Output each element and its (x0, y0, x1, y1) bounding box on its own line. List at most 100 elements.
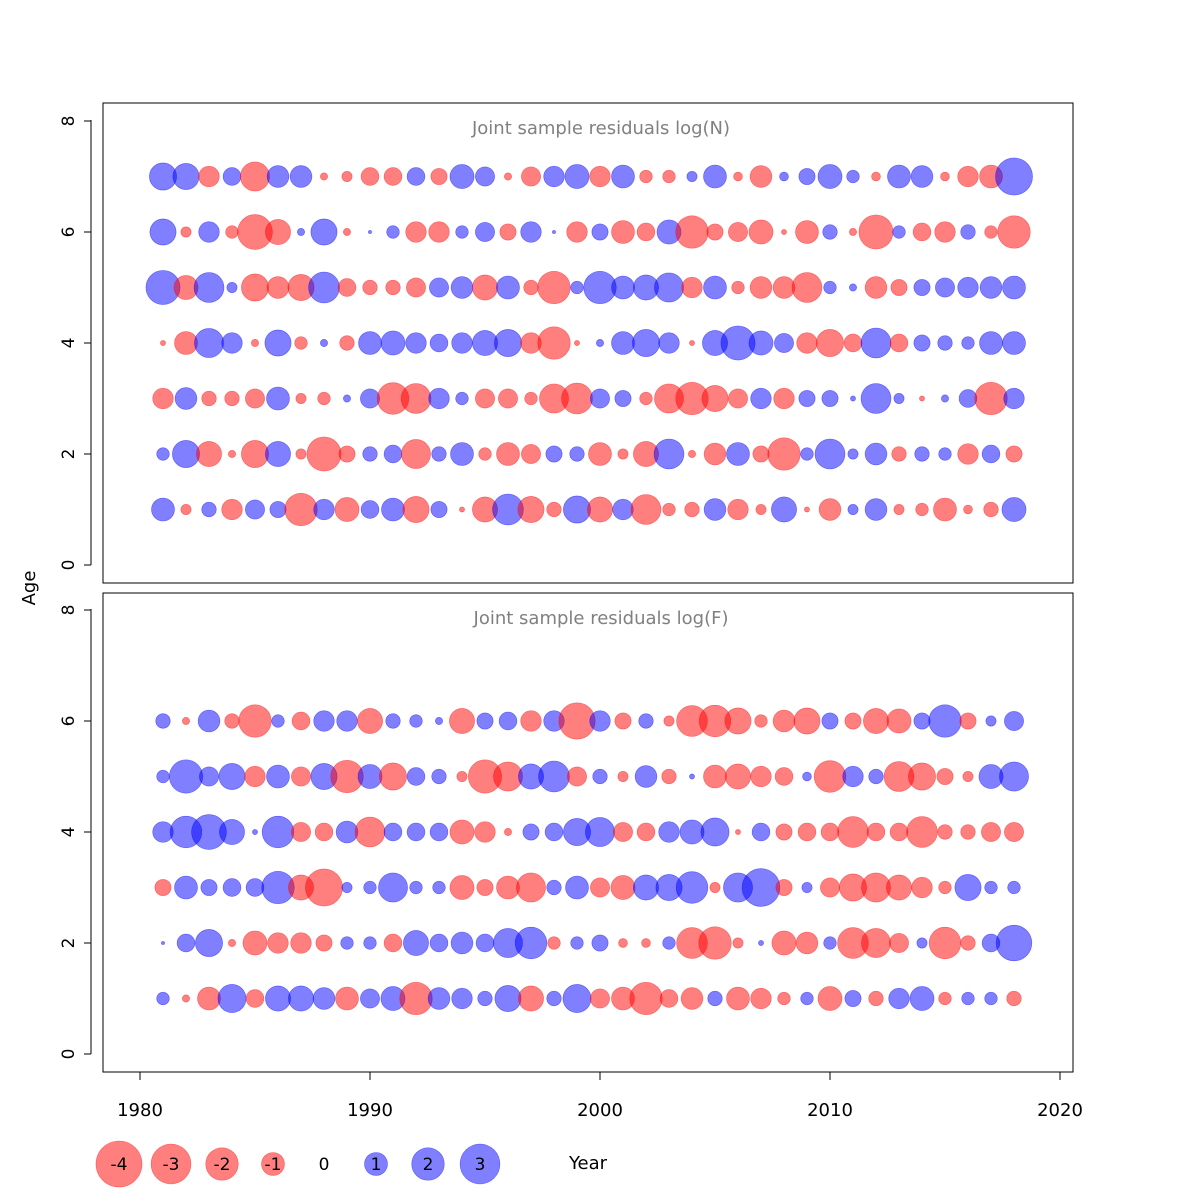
bubble (639, 169, 653, 184)
bubble (889, 333, 909, 353)
bubble (504, 828, 512, 836)
bubble (963, 504, 973, 515)
bubble (400, 383, 432, 414)
bubble (360, 500, 380, 519)
bubble (201, 501, 217, 518)
bubble (844, 712, 862, 730)
bubble (889, 822, 909, 842)
bubble (617, 448, 629, 460)
bubble (176, 933, 196, 953)
bubble (689, 773, 695, 780)
bubble (725, 763, 751, 790)
bubble (338, 445, 356, 463)
bubble (995, 157, 1033, 196)
bubble (589, 710, 611, 732)
bubble (709, 882, 721, 893)
bubble (772, 709, 796, 733)
bubble (472, 330, 498, 356)
bubble (726, 986, 750, 1011)
bubble (193, 272, 225, 303)
bubble (494, 329, 522, 357)
bubble (771, 930, 797, 956)
bubble (450, 931, 474, 955)
bubble (289, 165, 313, 188)
bubble (431, 768, 447, 785)
panel-frame-top (102, 102, 1074, 584)
bubble (455, 225, 469, 239)
bubble (984, 991, 998, 1006)
bubble (477, 990, 493, 1007)
bubble (962, 771, 974, 782)
bubble (614, 712, 632, 730)
bubble (800, 991, 814, 1006)
bubble (754, 714, 768, 728)
bubble (662, 936, 676, 950)
bubble (427, 987, 451, 1010)
bubble (863, 708, 889, 734)
bubble (291, 766, 311, 787)
bubble (910, 165, 934, 188)
bubble (368, 230, 372, 234)
bubble (265, 441, 291, 467)
bubble (937, 335, 953, 351)
bubble (544, 822, 564, 842)
bubble (288, 985, 314, 1012)
bubble (563, 495, 591, 524)
bubble (451, 987, 473, 1010)
bubble (494, 985, 522, 1012)
bubble (938, 880, 952, 895)
bubble (198, 221, 220, 243)
bubble (611, 331, 635, 355)
bubble (781, 229, 787, 235)
bubble (847, 448, 859, 460)
bubble (823, 936, 837, 950)
legend-label: 2 (423, 1155, 434, 1175)
bubble (849, 228, 857, 236)
bubble (405, 221, 427, 243)
bubble (636, 822, 656, 842)
bubble (906, 816, 938, 848)
bubble (775, 879, 793, 896)
bubble (774, 333, 794, 353)
bubble (914, 446, 930, 462)
bubble (796, 332, 818, 354)
panel-title-top: Joint sample residuals log(N) (471, 118, 730, 139)
bubble (429, 333, 449, 353)
y-tick-label: 6 (59, 227, 79, 238)
bubble (844, 990, 862, 1007)
bubble (406, 767, 426, 786)
bubble (566, 221, 588, 243)
bubble (496, 875, 520, 900)
bubble (960, 224, 976, 240)
bubble (154, 879, 172, 896)
bubble (476, 879, 494, 896)
bubble (928, 704, 962, 738)
bubble (521, 444, 541, 464)
bubble (305, 868, 343, 907)
y-tick-label: 0 (59, 560, 79, 571)
y-tick-label: 2 (59, 449, 79, 460)
bubble (383, 444, 403, 464)
bubble (662, 169, 676, 184)
bubble (516, 872, 546, 903)
legend-bubble (411, 1147, 445, 1181)
bubble (868, 990, 884, 1007)
bubble (767, 437, 801, 471)
bubble (357, 708, 383, 734)
x-axis-ticks: 1980 1990 2000 2010 2020 (117, 1072, 1083, 1121)
bubble (984, 225, 998, 239)
y-tick-label: 0 (59, 1049, 79, 1060)
bubble (871, 171, 881, 182)
bubble (537, 270, 571, 305)
bubble (941, 394, 949, 403)
bubble (567, 766, 587, 787)
bubble (801, 882, 813, 893)
bubble (703, 764, 727, 789)
bubble (802, 771, 812, 782)
bubble (252, 829, 258, 835)
bubble (337, 278, 357, 297)
bubble (771, 496, 797, 523)
bubble (522, 823, 540, 841)
bubble (245, 878, 265, 897)
bubble (335, 986, 359, 1011)
